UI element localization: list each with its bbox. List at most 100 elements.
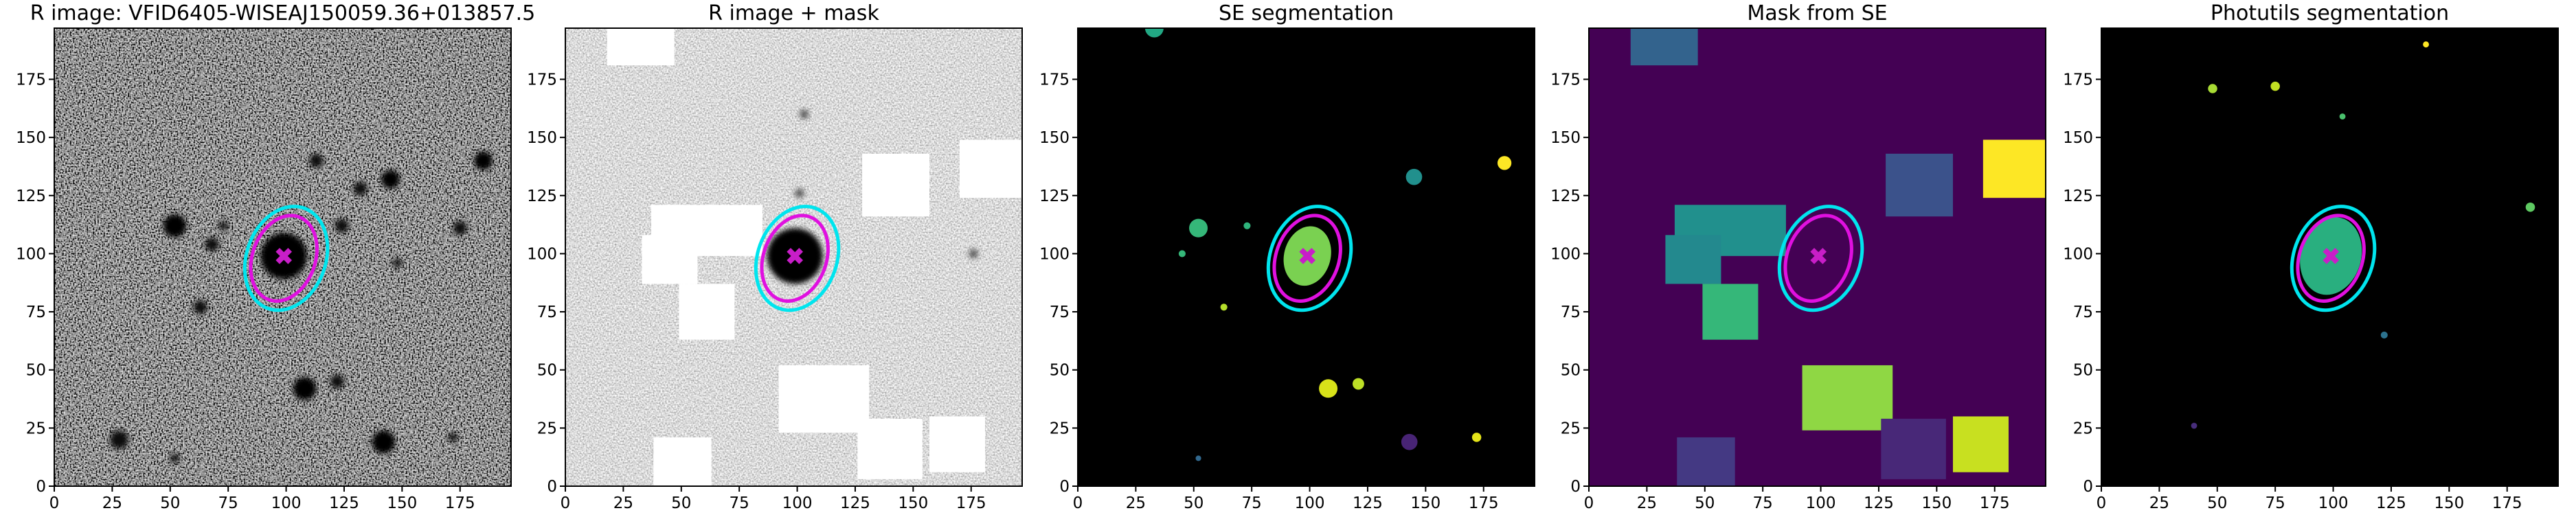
y-tick-label: 25 <box>2073 420 2093 437</box>
source <box>1189 218 1208 238</box>
source <box>372 430 396 454</box>
x-tick-label: 75 <box>218 494 238 512</box>
source <box>799 109 809 119</box>
x-tick-label: 150 <box>1921 494 1952 512</box>
x-tick-label: 50 <box>671 494 691 512</box>
y-tick-label: 150 <box>1039 129 1070 147</box>
y-tick-label: 50 <box>537 362 557 380</box>
x-tick-label: 25 <box>102 494 122 512</box>
y-tick-label: 150 <box>16 129 46 147</box>
y-tick-label: 50 <box>1050 362 1070 380</box>
source <box>1353 378 1364 390</box>
panel <box>565 28 1022 486</box>
source <box>1471 433 1482 442</box>
source <box>2423 41 2429 48</box>
y-tick-label: 25 <box>1050 420 1070 437</box>
mask-region <box>929 416 985 472</box>
source <box>381 170 400 189</box>
y-tick-label: 125 <box>2063 187 2093 205</box>
axes-frame <box>1588 27 2046 487</box>
source <box>473 151 493 170</box>
y-tick-label: 175 <box>527 71 557 89</box>
source <box>353 181 368 196</box>
y-tick-label: 25 <box>1561 420 1581 437</box>
panel <box>1078 28 1535 486</box>
mask-region <box>1665 235 1721 284</box>
aperture-ellipse <box>249 214 319 303</box>
mask-region <box>959 139 1022 198</box>
y-tick-label: 125 <box>16 187 46 205</box>
axes-frame <box>565 27 1023 487</box>
y-tick-label: 100 <box>16 245 46 263</box>
source <box>1243 222 1251 229</box>
y-tick-label: 175 <box>1550 71 1581 89</box>
y-tick-label: 125 <box>1550 187 1581 205</box>
y-tick-label: 0 <box>36 478 46 496</box>
source <box>795 188 804 198</box>
x-tick-label: 75 <box>1753 494 1773 512</box>
source <box>193 300 207 314</box>
y-tick-label: 75 <box>2073 304 2093 321</box>
panel <box>1589 28 2046 486</box>
y-tick-label: 25 <box>26 420 46 437</box>
mask-region <box>857 418 923 479</box>
mask-region <box>1802 365 1893 431</box>
x-tick-label: 175 <box>445 494 475 512</box>
source <box>2339 113 2346 120</box>
source <box>2380 331 2388 339</box>
axes-frame <box>1077 27 1535 487</box>
source <box>1195 455 1201 461</box>
x-tick-label: 25 <box>1637 494 1657 512</box>
y-tick-label: 25 <box>537 420 557 437</box>
mask-region <box>1702 284 1759 340</box>
source <box>1319 379 1338 398</box>
aperture-ellipse <box>760 214 830 303</box>
y-tick-label: 75 <box>1050 304 1070 321</box>
mask-region <box>862 153 929 217</box>
x-tick-label: 0 <box>561 494 571 512</box>
aperture-ellipse <box>1266 205 1353 312</box>
center-marker <box>1299 247 1316 264</box>
center-marker <box>1810 247 1827 264</box>
x-tick-label: 100 <box>271 494 302 512</box>
y-tick-label: 125 <box>527 187 557 205</box>
source <box>293 376 317 400</box>
center-marker <box>2323 247 2340 264</box>
x-tick-label: 175 <box>1980 494 2010 512</box>
x-tick-label: 0 <box>2097 494 2107 512</box>
aperture-ellipse <box>1272 214 1342 303</box>
source <box>1401 433 1418 450</box>
x-tick-label: 0 <box>1073 494 1083 512</box>
y-tick-label: 175 <box>1039 71 1070 89</box>
source <box>448 433 458 442</box>
source <box>1497 156 1512 170</box>
x-tick-label: 125 <box>840 494 870 512</box>
x-tick-label: 150 <box>1410 494 1440 512</box>
mask-region <box>1677 437 1735 486</box>
x-tick-label: 175 <box>956 494 986 512</box>
y-tick-label: 0 <box>2083 478 2093 496</box>
mask-region <box>642 235 698 284</box>
x-tick-label: 100 <box>1806 494 1836 512</box>
y-tick-label: 125 <box>1039 187 1070 205</box>
x-tick-label: 100 <box>2318 494 2349 512</box>
x-tick-label: 0 <box>49 494 60 512</box>
panel <box>2101 28 2558 486</box>
mask-region <box>1881 418 1946 479</box>
y-tick-label: 150 <box>1550 129 1581 147</box>
mask-region <box>1630 28 1698 66</box>
source <box>218 221 229 231</box>
x-tick-label: 0 <box>1584 494 1594 512</box>
x-tick-label: 175 <box>1469 494 1499 512</box>
y-tick-label: 50 <box>1561 362 1581 380</box>
y-tick-label: 100 <box>1550 245 1581 263</box>
source <box>205 237 219 252</box>
panel-title: R image + mask <box>708 1 879 25</box>
source <box>1144 28 1164 38</box>
mask-region <box>1982 139 2046 198</box>
source <box>2270 81 2280 91</box>
axes-frame <box>54 27 512 487</box>
y-tick-label: 100 <box>2063 245 2093 263</box>
x-tick-label: 125 <box>2376 494 2406 512</box>
